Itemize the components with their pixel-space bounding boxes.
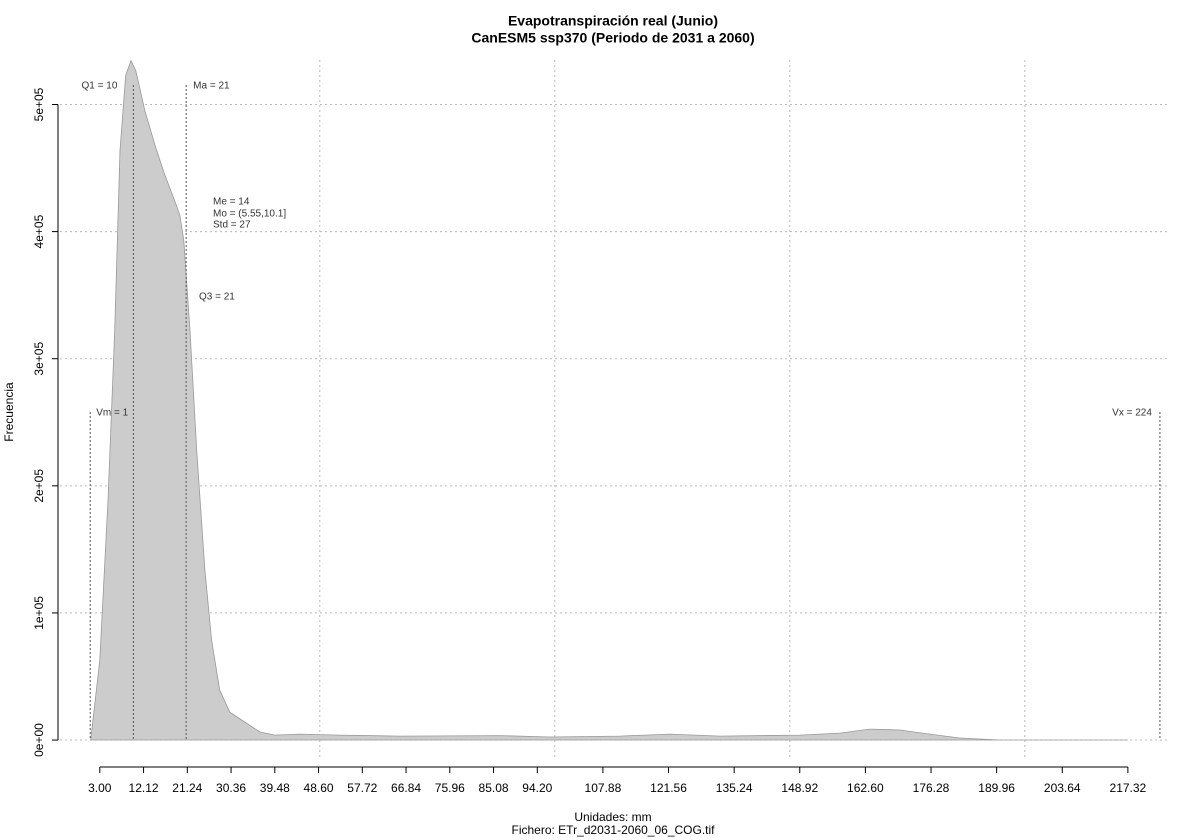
x-tick-label: 48.60 bbox=[304, 781, 334, 795]
density-area bbox=[90, 59, 1128, 741]
x-tick-label: 148.92 bbox=[781, 781, 818, 795]
x-tick-label: 39.48 bbox=[260, 781, 290, 795]
y-tick-label: 2e+05 bbox=[32, 469, 46, 503]
y-tick-label: 3e+05 bbox=[32, 342, 46, 376]
x-tick-label: 94.20 bbox=[522, 781, 552, 795]
x-tick-label: 189.96 bbox=[978, 781, 1015, 795]
y-tick-label: 1e+05 bbox=[32, 596, 46, 630]
annotation: Q3 = 21 bbox=[199, 292, 235, 303]
marker-label: Ma = 21 bbox=[193, 81, 230, 92]
x-tick-label: 85.08 bbox=[479, 781, 509, 795]
annotation: Me = 14 bbox=[213, 197, 250, 208]
x-tick-label: 57.72 bbox=[347, 781, 377, 795]
x-tick-label: 75.96 bbox=[435, 781, 465, 795]
chart-subtitle: CanESM5 ssp370 (Periodo de 2031 a 2060) bbox=[471, 30, 754, 46]
x-tick-label: 3.00 bbox=[88, 781, 112, 795]
x-tick-label: 107.88 bbox=[585, 781, 622, 795]
annotation: Std = 27 bbox=[213, 220, 251, 231]
x-tick-label: 217.32 bbox=[1110, 781, 1147, 795]
y-tick-label: 5e+05 bbox=[32, 87, 46, 121]
x-tick-label: 21.24 bbox=[172, 781, 202, 795]
marker-label: Vx = 224 bbox=[1112, 408, 1152, 419]
x-tick-label: 135.24 bbox=[716, 781, 753, 795]
x-tick-label: 162.60 bbox=[847, 781, 884, 795]
caption: Fichero: ETr_d2031-2060_06_COG.tif bbox=[512, 823, 716, 837]
x-tick-label: 203.64 bbox=[1044, 781, 1081, 795]
y-tick-label: 0e+00 bbox=[32, 723, 46, 757]
marker-label: Vm = 1 bbox=[96, 408, 128, 419]
annotation: Mo = (5.55,10.1] bbox=[213, 209, 286, 220]
x-tick-label: 66.84 bbox=[391, 781, 421, 795]
y-tick-label: 4e+05 bbox=[32, 214, 46, 248]
marker-label: Q1 = 10 bbox=[82, 81, 118, 92]
x-tick-label: 121.56 bbox=[650, 781, 687, 795]
chart-title: Evapotranspiración real (Junio) bbox=[508, 13, 718, 29]
x-tick-label: 30.36 bbox=[216, 781, 246, 795]
x-tick-label: 176.28 bbox=[913, 781, 950, 795]
y-axis-label: Frecuencia bbox=[2, 382, 16, 442]
x-axis-label: Unidades: mm bbox=[574, 810, 651, 824]
x-tick-label: 12.12 bbox=[129, 781, 159, 795]
